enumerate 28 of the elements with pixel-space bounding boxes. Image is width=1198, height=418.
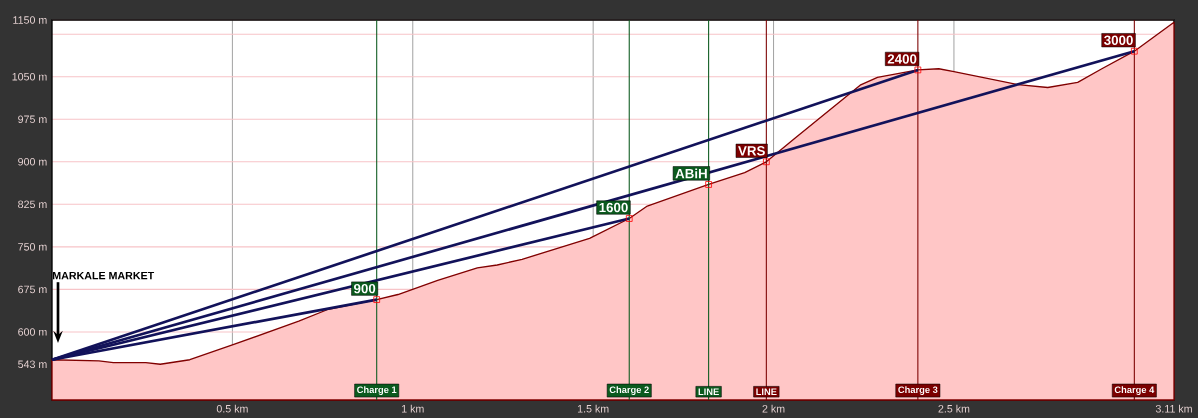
annotation: 900 xyxy=(353,283,376,294)
y-tick-label: 543 m xyxy=(18,360,47,369)
annotation: 2400 xyxy=(887,54,917,64)
annotation: ABiH xyxy=(675,168,707,179)
y-tick-label: 750 m xyxy=(18,243,47,251)
y-tick-label: 675 m xyxy=(18,285,47,294)
ref-line-label: Charge 1 xyxy=(357,386,397,395)
x-tick-label: 0.5 km xyxy=(216,404,248,413)
y-tick-label: 975 m xyxy=(18,115,47,124)
y-tick-label: 825 m xyxy=(18,200,47,209)
y-tick-label: 1150 m xyxy=(13,16,47,24)
x-tick-label: 2 km xyxy=(762,404,785,413)
y-tick-label: 600 m xyxy=(18,328,47,336)
annotation: VRS xyxy=(738,146,765,156)
ref-line-label: LINE xyxy=(698,388,719,395)
ref-line-label: Charge 2 xyxy=(609,386,649,395)
annotation: MARKALE MARKET xyxy=(52,271,155,280)
x-tick-label: 1.5 km xyxy=(577,404,609,413)
y-tick-label: 1050 m xyxy=(12,72,47,81)
ref-line-label: LINE xyxy=(756,388,777,395)
y-tick-label: 900 m xyxy=(18,158,47,166)
x-tick-label: 1 km xyxy=(402,404,424,413)
ref-line-label: Charge 3 xyxy=(898,386,938,395)
x-tick-label: 3.11 km xyxy=(1155,404,1192,413)
annotation: 1600 xyxy=(599,202,628,213)
ref-line-label: Charge 4 xyxy=(1114,386,1155,395)
annotation: 3000 xyxy=(1104,35,1133,45)
x-tick-label: 2.5 km xyxy=(938,404,970,413)
